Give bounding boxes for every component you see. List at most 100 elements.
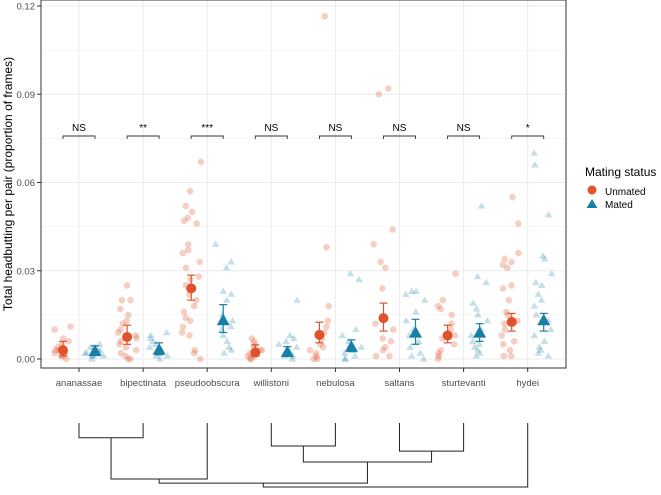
- unmated-point: [515, 249, 522, 257]
- mated-point: [407, 287, 416, 294]
- unmated-point: [248, 335, 256, 342]
- unmated-point: [184, 214, 192, 222]
- unmated-point: [381, 343, 389, 351]
- unmated-point: [377, 258, 384, 266]
- unmated-point: [258, 346, 266, 354]
- mated-point: [470, 343, 479, 350]
- unmated-point: [448, 311, 456, 319]
- mated-point: [475, 349, 484, 356]
- mated-point: [531, 278, 540, 286]
- unmated-point: [370, 240, 377, 248]
- mated-point: [145, 343, 154, 350]
- unmated-point: [51, 349, 58, 357]
- unmated-mean: [122, 331, 133, 342]
- unmated-point: [247, 355, 254, 363]
- unmated-point: [313, 355, 321, 363]
- mated-point: [414, 337, 423, 344]
- y-tick-label: 0.06: [17, 178, 36, 189]
- unmated-point: [505, 296, 513, 304]
- unmated-point: [124, 355, 132, 363]
- unmated-point: [501, 320, 508, 328]
- mated-point: [530, 331, 539, 339]
- unmated-point: [437, 305, 444, 313]
- unmated-point: [132, 332, 140, 339]
- unmated-point: [127, 296, 134, 304]
- dendrogram-branch: [110, 423, 208, 480]
- unmated-point: [116, 305, 124, 313]
- mated-point: [149, 337, 157, 344]
- mated-point: [477, 202, 486, 209]
- unmated-point: [510, 338, 518, 345]
- significance-bracket: [190, 135, 224, 139]
- unmated-point: [117, 326, 124, 333]
- mated-point: [539, 252, 547, 259]
- x-tick-label-saltans: saltans: [384, 378, 414, 389]
- grid: [41, 0, 566, 368]
- mated-point: [286, 331, 294, 339]
- mated-point: [469, 299, 477, 306]
- unmated-point: [247, 355, 255, 363]
- unmated-point: [500, 352, 508, 360]
- mated-point: [219, 331, 227, 339]
- mated-point: [420, 296, 429, 303]
- mated-point: [227, 346, 236, 353]
- unmated-point: [319, 343, 327, 351]
- mated-point: [156, 355, 164, 362]
- mated-point: [472, 352, 481, 359]
- mated-point: [340, 349, 349, 356]
- panel-border: [40, 0, 567, 369]
- unmated-point: [379, 285, 386, 292]
- mated-point: [288, 355, 297, 362]
- mated-point: [537, 281, 546, 289]
- significance-label: NS: [328, 123, 342, 134]
- mated-point: [222, 264, 231, 271]
- unmated-point: [379, 346, 387, 354]
- unmated-point: [452, 270, 459, 277]
- unmated-point: [323, 323, 330, 330]
- unmated-point: [515, 220, 522, 227]
- significance-label: NS: [264, 123, 278, 134]
- mated-mean: [537, 313, 551, 326]
- mated-point: [467, 331, 476, 339]
- significance-bracket: [511, 135, 545, 139]
- legend-title: Mating status: [585, 165, 656, 179]
- unmated-point: [503, 264, 511, 272]
- unmated-point: [197, 355, 204, 363]
- unmated-point: [184, 240, 192, 248]
- unmated-point: [379, 335, 386, 342]
- mated-point: [531, 161, 539, 168]
- unmated-point: [244, 352, 252, 360]
- unmated-point: [509, 193, 516, 201]
- mated-point: [411, 308, 420, 315]
- unmated-point: [51, 326, 58, 333]
- unmated-mean: [506, 316, 517, 327]
- y-tick-label: 0.00: [17, 355, 36, 366]
- x-tick-label-bipectinata: bipectinata: [120, 378, 167, 389]
- unmated-mean: [314, 329, 325, 340]
- mated-mean: [473, 326, 487, 338]
- unmated-point: [324, 317, 332, 325]
- unmated-point: [117, 338, 124, 345]
- significance-label: **: [139, 123, 147, 134]
- mated-point: [289, 352, 297, 359]
- unmated-point: [506, 346, 514, 354]
- unmated-point: [390, 326, 397, 333]
- unmated-point: [122, 352, 129, 360]
- unmated-point: [62, 355, 70, 363]
- mated-point: [473, 346, 482, 353]
- mated-point: [352, 325, 360, 333]
- unmated-point: [190, 302, 198, 310]
- unmated-point: [186, 332, 193, 339]
- unmated-point: [384, 85, 392, 92]
- y-axis: 0.00 0.03 0.06 0.09 0.12: [17, 2, 41, 366]
- mated-mean: [88, 344, 102, 357]
- unmated-point: [375, 90, 383, 98]
- unmated-point: [123, 317, 131, 325]
- legend-mated-marker: [586, 199, 598, 208]
- mated-point: [357, 343, 366, 350]
- dendrogram-branch: [270, 423, 336, 447]
- significance-label: ***: [201, 123, 213, 134]
- mated-point: [227, 258, 235, 265]
- mated-point: [402, 316, 411, 324]
- mated-point: [346, 269, 355, 277]
